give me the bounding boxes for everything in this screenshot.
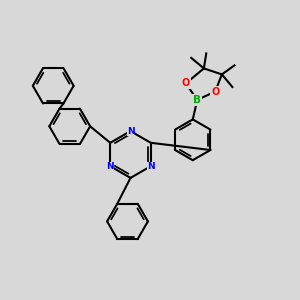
Text: B: B — [193, 95, 201, 105]
Text: N: N — [106, 162, 114, 171]
Text: N: N — [127, 127, 134, 136]
Text: N: N — [147, 162, 154, 171]
Text: O: O — [182, 78, 190, 88]
Text: O: O — [211, 86, 219, 97]
